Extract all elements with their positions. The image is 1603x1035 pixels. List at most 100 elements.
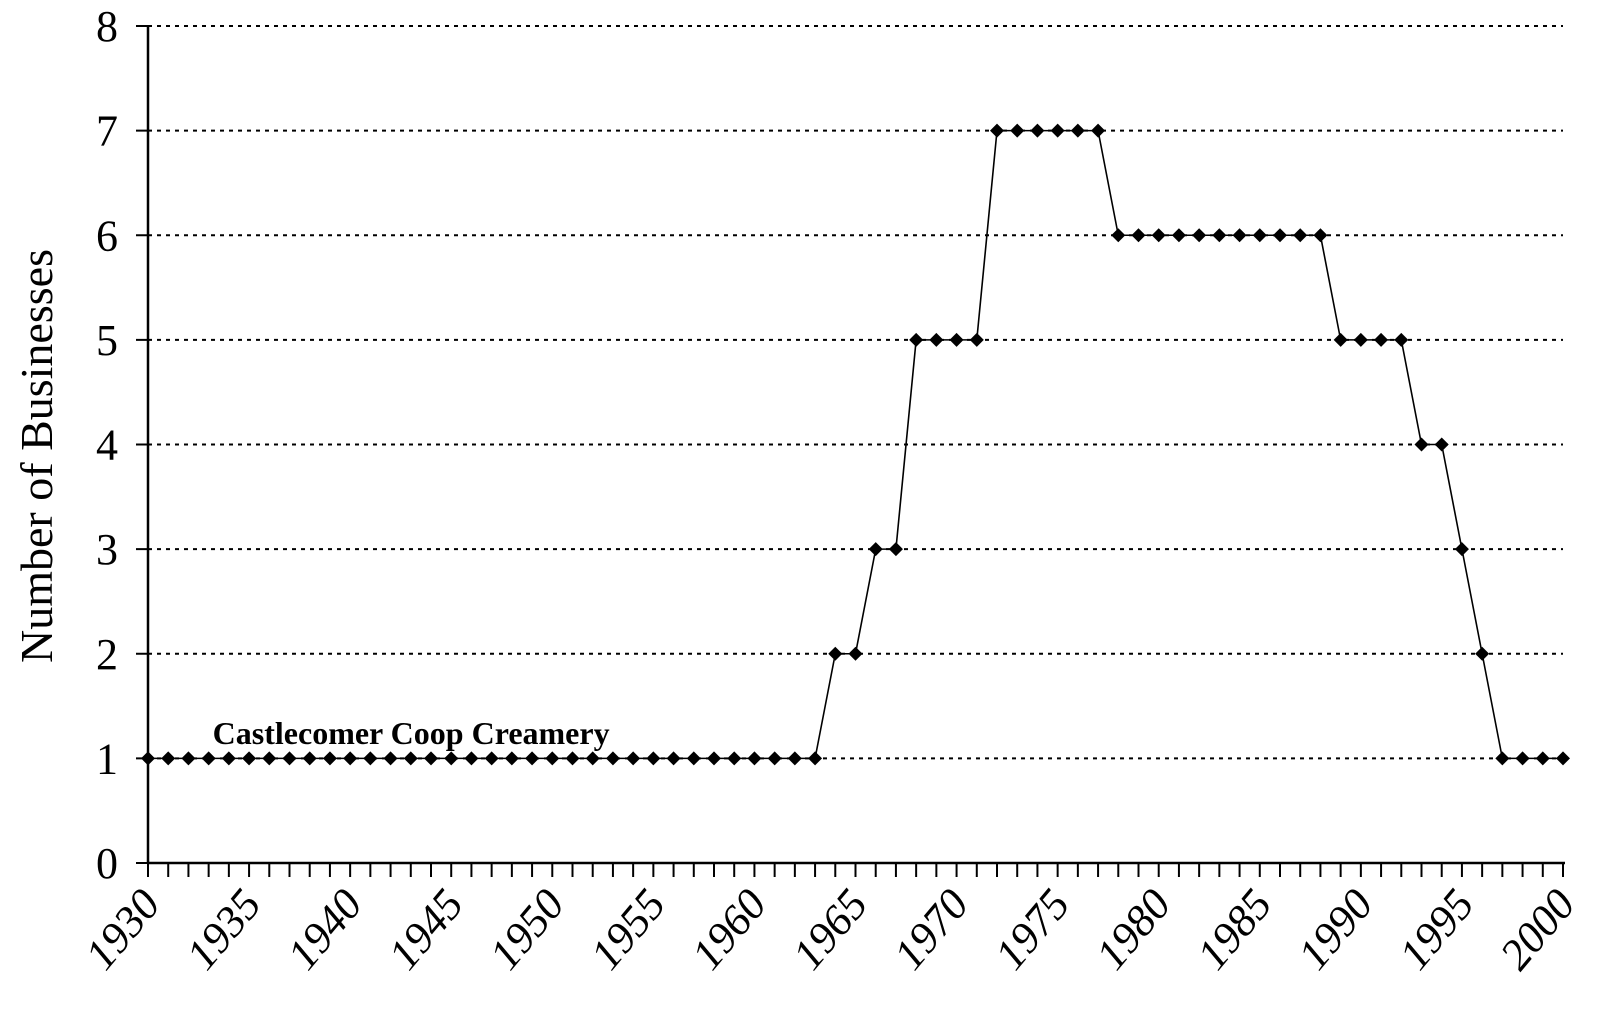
x-tick-label-1935: 1935 <box>177 880 271 979</box>
data-point-1986 <box>1273 228 1287 243</box>
y-tick-label-2: 2 <box>96 630 118 679</box>
data-point-1942 <box>383 751 398 766</box>
data-point-1987 <box>1293 228 1308 243</box>
data-point-1944 <box>424 751 438 766</box>
data-point-1941 <box>363 751 378 766</box>
data-point-1949 <box>525 751 540 766</box>
data-point-1938 <box>302 751 317 766</box>
data-point-1994 <box>1434 437 1449 452</box>
y-tick-label-0: 0 <box>96 839 118 888</box>
series-layer <box>141 123 1570 766</box>
y-tick-label-1: 1 <box>96 734 118 783</box>
data-point-1947 <box>484 751 499 766</box>
data-point-1936 <box>262 751 277 766</box>
data-point-1991 <box>1374 332 1389 347</box>
data-point-1968 <box>909 332 924 347</box>
data-point-1956 <box>666 751 681 766</box>
data-point-1988 <box>1313 228 1328 243</box>
data-point-1974 <box>1030 123 1045 138</box>
data-point-1934 <box>221 751 236 766</box>
data-point-1937 <box>282 751 297 766</box>
x-tick-label-2000: 2000 <box>1491 880 1585 979</box>
data-point-1951 <box>565 751 580 766</box>
data-point-1999 <box>1535 751 1550 766</box>
data-point-1945 <box>444 751 459 766</box>
y-tick-label-3: 3 <box>96 525 118 574</box>
data-point-1955 <box>646 751 661 766</box>
x-tick-label-1995: 1995 <box>1389 880 1483 979</box>
data-point-1950 <box>545 751 560 766</box>
data-point-1972 <box>990 123 1004 138</box>
data-point-1954 <box>626 751 641 766</box>
y-tick-label-8: 8 <box>96 2 118 51</box>
x-tick-label-1950: 1950 <box>480 880 574 979</box>
data-point-1964 <box>828 646 843 661</box>
data-point-2000 <box>1556 751 1570 766</box>
data-point-1998 <box>1515 751 1530 766</box>
x-tick-label-1980: 1980 <box>1086 880 1180 979</box>
data-point-1958 <box>707 751 721 766</box>
label-layer: 0 1 2 3 4 5 6 7 8 1930 1935 1940 1945 1950 1955 1960 196… <box>76 2 1585 979</box>
data-point-1984 <box>1232 228 1247 243</box>
data-point-1959 <box>727 751 742 766</box>
data-point-1977 <box>1091 123 1106 138</box>
data-point-1992 <box>1394 332 1409 347</box>
data-point-1931 <box>161 751 176 766</box>
data-point-1957 <box>686 751 701 766</box>
x-tick-label-1930: 1930 <box>76 880 170 979</box>
data-point-1970 <box>949 332 964 347</box>
data-point-1966 <box>868 542 883 557</box>
data-point-1965 <box>848 646 863 661</box>
data-point-1962 <box>787 751 802 766</box>
data-point-1995 <box>1454 542 1469 557</box>
data-point-1981 <box>1171 228 1186 243</box>
data-point-1953 <box>605 751 620 766</box>
data-point-1975 <box>1050 123 1065 138</box>
data-point-1943 <box>403 751 418 766</box>
data-point-1930 <box>141 751 155 766</box>
data-point-1946 <box>464 751 479 766</box>
data-point-1939 <box>322 751 337 766</box>
y-tick-label-6: 6 <box>96 211 118 260</box>
data-point-1969 <box>929 332 944 347</box>
data-point-1996 <box>1475 646 1490 661</box>
data-point-1940 <box>343 751 358 766</box>
data-point-1982 <box>1192 228 1207 243</box>
x-tick-label-1945: 1945 <box>379 880 473 979</box>
data-point-1990 <box>1353 332 1368 347</box>
annotation-label: Castlecomer Coop Creamery <box>213 715 610 751</box>
data-point-1980 <box>1151 228 1166 243</box>
data-point-1993 <box>1414 437 1429 452</box>
data-point-1971 <box>969 332 984 347</box>
data-point-1976 <box>1070 123 1085 138</box>
data-point-1933 <box>201 751 216 766</box>
x-tick-label-1990: 1990 <box>1288 880 1382 979</box>
y-tick-label-4: 4 <box>96 421 118 470</box>
x-tick-label-1970: 1970 <box>884 880 978 979</box>
data-point-1973 <box>1010 123 1025 138</box>
y-tick-label-5: 5 <box>96 316 118 365</box>
data-point-1985 <box>1252 228 1267 243</box>
x-tick-label-1975: 1975 <box>985 880 1079 979</box>
x-tick-label-1955: 1955 <box>581 880 675 979</box>
data-point-1979 <box>1131 228 1146 243</box>
y-tick-label-7: 7 <box>96 107 118 156</box>
data-point-1948 <box>504 751 519 766</box>
y-axis-title: Number of Businesses <box>11 249 62 663</box>
x-tick-label-1960: 1960 <box>682 880 776 979</box>
data-point-1967 <box>888 542 903 557</box>
series-line-0 <box>148 129 1563 760</box>
data-point-1960 <box>747 751 762 766</box>
data-point-1989 <box>1333 332 1348 347</box>
data-point-1952 <box>585 751 600 766</box>
axis-layer <box>136 25 1565 877</box>
data-point-1978 <box>1111 228 1126 243</box>
data-point-1961 <box>767 751 782 766</box>
data-point-1935 <box>242 751 257 766</box>
x-tick-label-1965: 1965 <box>783 880 877 979</box>
data-point-1963 <box>808 751 823 766</box>
data-point-1983 <box>1212 228 1227 243</box>
data-point-1997 <box>1495 751 1510 766</box>
